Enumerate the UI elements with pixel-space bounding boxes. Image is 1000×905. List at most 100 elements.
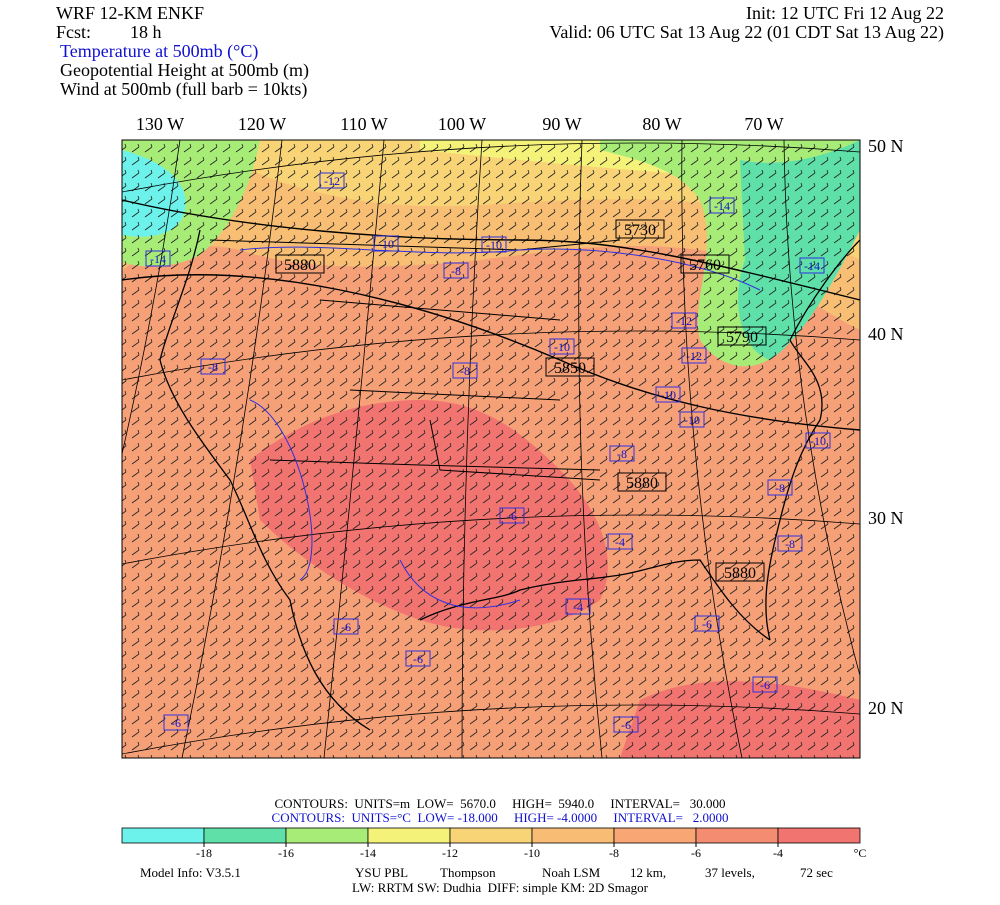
colorbar-tick-label: -12	[442, 846, 458, 860]
physics-info: LW: RRTM SW: Dudhia DIFF: simple KM: 2D …	[352, 880, 649, 895]
temp-label: -10	[554, 340, 570, 354]
meridian	[681, 140, 743, 758]
colorbar-tick-label: -8	[609, 846, 619, 860]
longitude-label: 100 W	[438, 114, 486, 134]
colorbar-segment	[121, 827, 205, 844]
temp-label-box	[200, 358, 226, 375]
temp-label-box	[163, 714, 189, 731]
temp-label-box	[481, 236, 507, 253]
colorbar-segment	[777, 827, 861, 844]
meridian	[323, 140, 385, 758]
temp-label: -8	[617, 447, 627, 461]
temp-label-box	[805, 432, 831, 449]
height-label-box	[715, 562, 765, 582]
temp-label-box	[333, 618, 359, 635]
temp-label-box	[655, 386, 681, 403]
temp-label-box	[681, 347, 707, 364]
colorbar-tick-label: -6	[691, 846, 701, 860]
temp-label: -10	[378, 237, 394, 251]
temp-label-box	[613, 716, 639, 733]
colorbar-tick-label: -4	[773, 846, 783, 860]
contours: 5880 5730 5760 5790 5850 5880 5880 -12 -10 -10 -8 -…	[122, 172, 860, 733]
init-time: Init: 12 UTC Fri 12 Aug 22	[746, 3, 944, 23]
parallel	[122, 704, 860, 755]
colorbar-tick-label: -10	[524, 846, 540, 860]
temp-label-box	[452, 362, 478, 379]
temp-label: -6	[760, 678, 770, 692]
temp-label: -8	[775, 481, 785, 495]
meridian	[181, 140, 283, 758]
height-label-box	[275, 254, 325, 274]
wind-barbs	[122, 140, 860, 758]
temp-label-box	[549, 338, 575, 355]
temp-label-box	[671, 312, 697, 329]
height-label: 5730	[624, 222, 656, 239]
temp-label-box	[607, 533, 633, 550]
temp-label: -10	[684, 413, 700, 427]
model-info: Noah LSM	[542, 865, 601, 880]
valid-time: Valid: 06 UTC Sat 13 Aug 22 (01 CDT Sat …	[549, 22, 944, 43]
height-contour-info: CONTOURS: UNITS=m LOW= 5670.0 HIGH= 5940…	[274, 796, 725, 811]
temp-label-box	[319, 172, 345, 189]
temp-label-box	[443, 262, 469, 279]
longitude-label: 110 W	[340, 114, 388, 134]
coastline	[765, 239, 860, 641]
map-area: 5880 5730 5760 5790 5850 5880 5880 -12 -10 -10 -8 -…	[122, 140, 860, 758]
colorbar-segment	[203, 827, 287, 844]
temp-label: -14	[804, 259, 820, 273]
height-label: 5760	[689, 257, 721, 274]
height-label: 5850	[554, 360, 586, 377]
temp-label: -6	[702, 617, 712, 631]
temp-label-box	[145, 250, 171, 267]
temp-contour	[249, 399, 521, 609]
temp-label-box	[799, 257, 825, 274]
temp-label: -8	[451, 264, 461, 278]
temp-label-box	[405, 650, 431, 667]
colorbar-tick-label: -18	[196, 846, 212, 860]
meridian	[461, 140, 483, 758]
temp-label-box	[767, 479, 793, 496]
field-temperature: Temperature at 500mb (°C)	[60, 41, 258, 62]
colorbar-segment	[695, 827, 779, 844]
colorbar-unit: °C	[854, 846, 867, 860]
longitude-label: 80 W	[642, 114, 681, 134]
model-title: WRF 12-KM ENKF	[56, 3, 204, 23]
meridian	[783, 140, 860, 678]
model-info: Thompson	[440, 865, 496, 880]
model-info: 12 km,	[630, 865, 666, 880]
latitude-label: 20 N	[868, 698, 904, 718]
longitude-label: 120 W	[238, 114, 286, 134]
model-info: 37 levels,	[705, 865, 755, 880]
temp-label-box	[499, 507, 525, 524]
temp-label: -6	[171, 716, 181, 730]
height-contour	[122, 199, 860, 301]
meridian	[578, 140, 603, 758]
temp-label: -8	[208, 360, 218, 374]
temp-label: -10	[486, 238, 502, 252]
temp-label-box	[609, 445, 635, 462]
model-info: 72 sec	[800, 865, 833, 880]
map-frame	[121, 139, 861, 759]
parallel	[122, 514, 860, 565]
height-label: 5790	[726, 329, 758, 346]
height-label-box	[615, 219, 665, 239]
temp-label: -12	[686, 349, 702, 363]
colorbar-segment	[449, 827, 533, 844]
geography	[122, 140, 860, 758]
longitude-label: 90 W	[542, 114, 581, 134]
longitude-label: 130 W	[136, 114, 184, 134]
temp-label: -6	[341, 620, 351, 634]
temp-label: -8	[785, 537, 795, 551]
colorbar-tick-label: -16	[278, 846, 294, 860]
temp-label: -6	[413, 652, 423, 666]
latitude-label: 30 N	[868, 508, 904, 528]
temp-label: -4	[615, 535, 625, 549]
colorbar-segment	[531, 827, 615, 844]
longitude-label: 70 W	[744, 114, 783, 134]
temp-label: -6	[621, 718, 631, 732]
temp-label: -6	[507, 509, 517, 523]
meridian	[122, 140, 181, 456]
model-info: Model Info: V3.5.1	[140, 865, 241, 880]
height-label-box	[617, 472, 667, 492]
